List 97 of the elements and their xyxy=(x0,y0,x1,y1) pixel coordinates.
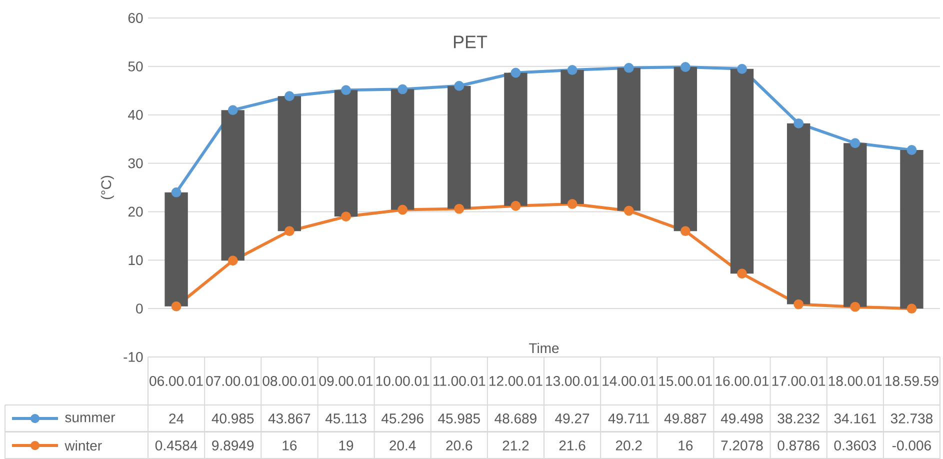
point xyxy=(228,105,238,116)
point xyxy=(850,138,860,148)
x-tick-label: 08.00.01 xyxy=(262,376,316,386)
bar xyxy=(390,89,414,210)
y-tick-label: -10 xyxy=(124,352,143,362)
point xyxy=(454,204,464,214)
x-tick-label: 09.00.01 xyxy=(319,376,373,386)
point xyxy=(284,91,294,102)
data-label: 49.711 xyxy=(608,414,650,424)
point xyxy=(794,118,804,128)
y-tick-label: 0 xyxy=(136,304,143,314)
point xyxy=(624,62,634,73)
x-axis-title: Time xyxy=(529,342,559,354)
point xyxy=(341,212,351,222)
point xyxy=(510,68,521,78)
point xyxy=(680,62,690,72)
x-tick-label: 11.00.01 xyxy=(433,376,486,386)
x-tick-label: 13.00.01 xyxy=(546,376,599,386)
legend-label: winter xyxy=(64,440,102,451)
x-tick-label: 17.00.01 xyxy=(772,376,826,386)
point xyxy=(171,187,182,198)
point xyxy=(794,299,804,310)
x-tick-label: 07.00.01 xyxy=(206,376,260,386)
bar xyxy=(448,86,471,209)
point xyxy=(906,145,917,155)
point xyxy=(906,304,917,314)
data-label: 45.985 xyxy=(438,414,480,424)
data-label: 21.6 xyxy=(559,440,586,450)
point xyxy=(567,198,578,209)
data-label: 48.689 xyxy=(494,414,536,424)
point xyxy=(624,206,634,216)
point xyxy=(398,84,408,94)
bar xyxy=(164,192,188,306)
point xyxy=(567,64,578,75)
x-tick-label: 12.00.01 xyxy=(490,376,542,386)
data-label: 49.498 xyxy=(720,414,763,424)
data-label: 40.985 xyxy=(212,414,254,424)
x-tick-label: 16.00.01 xyxy=(716,376,769,386)
bar xyxy=(674,66,698,232)
y-axis-title: (°C) xyxy=(100,176,114,200)
bar xyxy=(730,68,754,274)
bar xyxy=(560,70,584,204)
data-label: 43.867 xyxy=(268,414,310,424)
bar xyxy=(900,150,924,309)
point xyxy=(398,204,408,215)
point xyxy=(284,226,294,236)
data-label: 38.232 xyxy=(778,414,820,424)
data-label: 45.296 xyxy=(381,414,424,424)
bar xyxy=(278,96,302,232)
data-label: 16 xyxy=(678,440,693,450)
data-label: 20.6 xyxy=(446,440,472,450)
data-label: 9.8949 xyxy=(212,440,254,450)
bar xyxy=(786,123,810,304)
point xyxy=(737,268,747,279)
data-label: 19 xyxy=(339,440,354,450)
data-label: 0.8786 xyxy=(778,440,820,450)
point xyxy=(454,80,464,91)
point xyxy=(228,256,238,266)
y-tick-label: 50 xyxy=(128,61,143,72)
data-label: 7.2078 xyxy=(721,440,763,450)
y-tick-label: 20 xyxy=(128,206,143,217)
x-tick-label: 15.00.01 xyxy=(659,376,712,386)
data-label: 20.4 xyxy=(390,440,416,450)
data-label: -0.006 xyxy=(892,440,931,450)
data-label: 16 xyxy=(282,440,297,450)
bar xyxy=(844,143,867,307)
x-tick-label: 18.00.01 xyxy=(828,376,882,386)
legend-label: summer xyxy=(65,414,116,422)
x-tick-label: 18.59.59 xyxy=(886,376,938,386)
point xyxy=(510,200,521,211)
data-label: 0.4584 xyxy=(155,440,198,450)
point xyxy=(680,226,690,236)
bar xyxy=(334,90,358,217)
data-label: 45.113 xyxy=(325,414,366,424)
data-label: 34.161 xyxy=(834,414,876,424)
x-tick-label: 10.00.01 xyxy=(376,376,430,386)
y-tick-label: 40 xyxy=(128,110,143,120)
point xyxy=(171,301,182,312)
data-label: 20.2 xyxy=(616,440,642,450)
data-label: 21.2 xyxy=(502,440,529,450)
data-label: 49.887 xyxy=(664,414,706,424)
text: PET xyxy=(454,36,488,48)
x-tick-label: 14.00.01 xyxy=(602,376,656,386)
data-label: 24 xyxy=(169,414,184,424)
point xyxy=(341,85,351,96)
point xyxy=(737,64,747,74)
bar xyxy=(617,68,640,211)
data-label: 32.738 xyxy=(890,414,933,424)
bar xyxy=(504,72,528,206)
y-tick-label: 30 xyxy=(128,158,143,168)
point xyxy=(850,302,860,312)
data-label: 0.3603 xyxy=(834,440,876,450)
bar xyxy=(221,110,244,261)
y-tick-label: 60 xyxy=(128,13,143,23)
data-label: 49.27 xyxy=(555,414,590,424)
x-tick-label: 06.00.01 xyxy=(150,376,203,386)
y-tick-label: 10 xyxy=(128,255,143,266)
